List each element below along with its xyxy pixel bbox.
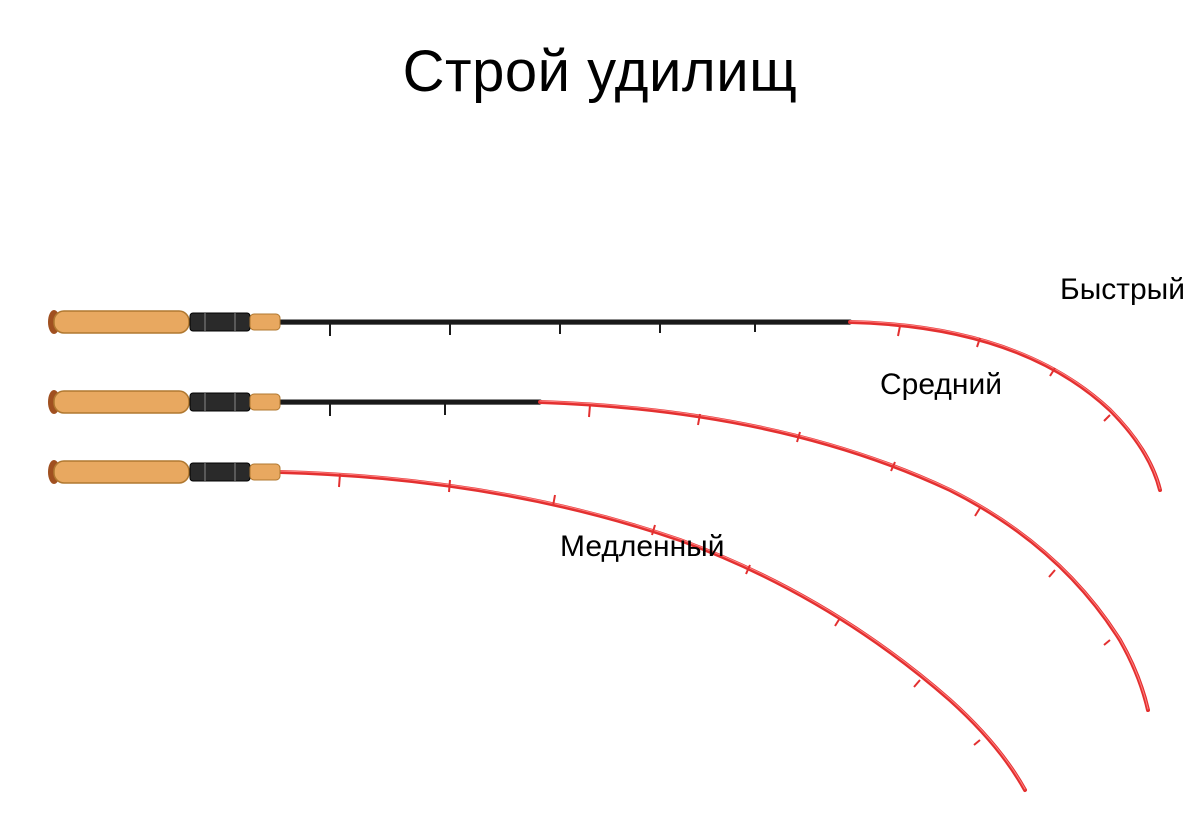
rod-action-diagram	[0, 0, 1200, 838]
rod-label-slow: Медленный	[560, 530, 725, 564]
rod-label-fast: Быстрый	[1060, 273, 1185, 307]
rod-slow	[48, 460, 1025, 790]
rod-label-medium: Средний	[880, 368, 1002, 402]
